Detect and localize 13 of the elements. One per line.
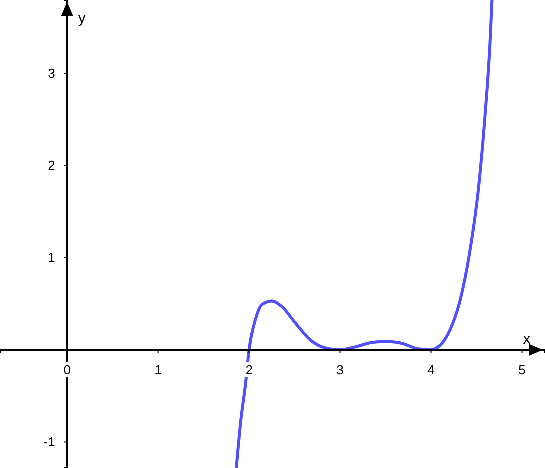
x-tick-label: 0 xyxy=(64,362,71,378)
y-tick-label: -1 xyxy=(44,434,56,450)
x-tick-label: 5 xyxy=(518,362,526,378)
x-axis-title: x xyxy=(523,331,532,348)
x-tick-label: 4 xyxy=(428,362,435,378)
y-axis-title: y xyxy=(78,10,86,27)
y-tick-label: 2 xyxy=(48,158,56,173)
line-series xyxy=(235,0,494,468)
y-tick-label: 3 xyxy=(48,66,56,81)
x-tick-label: 3 xyxy=(336,362,344,378)
x-tick-label: 2 xyxy=(246,362,253,378)
y-tick-label: 1 xyxy=(48,250,56,266)
x-tick-label: 1 xyxy=(154,362,162,378)
